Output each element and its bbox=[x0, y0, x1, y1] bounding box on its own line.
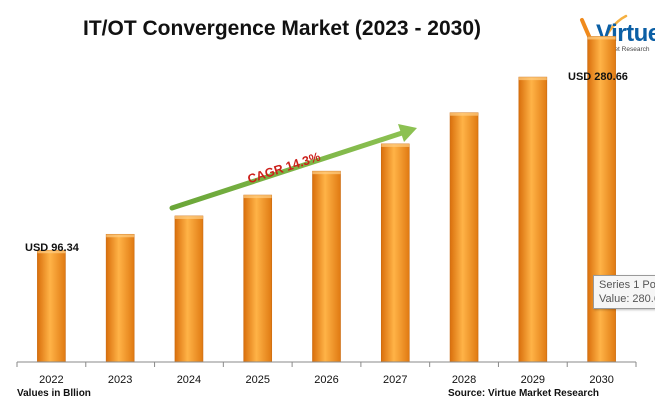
x-tick-label-2027: 2027 bbox=[383, 374, 407, 386]
bar-2029[interactable] bbox=[518, 76, 548, 363]
tooltip-line-series: Series 1 Po bbox=[599, 279, 655, 291]
bar-highlight-2026 bbox=[312, 171, 341, 175]
x-tick-label-2025: 2025 bbox=[245, 374, 269, 386]
bar-highlight-2022 bbox=[37, 250, 66, 254]
bar-highlight-2024 bbox=[174, 215, 203, 219]
hover-tooltip: Series 1 Po Value: 280.6 bbox=[593, 275, 655, 309]
bar-2030[interactable] bbox=[587, 36, 616, 363]
bar-2023[interactable] bbox=[105, 233, 135, 363]
x-tick-label-2026: 2026 bbox=[314, 374, 338, 386]
x-tick-label-2029: 2029 bbox=[521, 374, 545, 386]
data-label-first: USD 96.34 bbox=[25, 242, 80, 254]
x-tick-label-2028: 2028 bbox=[452, 374, 476, 386]
bar-2027[interactable] bbox=[380, 143, 410, 363]
cagr-arrow-head bbox=[398, 124, 417, 142]
cagr-label: CAGR 14.3% bbox=[246, 150, 322, 187]
x-tick-label-2022: 2022 bbox=[39, 374, 63, 386]
source-note: Source: Virtue Market Research bbox=[448, 388, 599, 399]
cagr-arrow-shaft bbox=[169, 130, 405, 211]
bar-highlight-2029 bbox=[518, 77, 547, 81]
bar-highlight-2023 bbox=[106, 234, 135, 238]
logo-subtitle: Market Research bbox=[600, 46, 650, 53]
x-tick-label-2023: 2023 bbox=[108, 374, 132, 386]
x-tick-labels: 2022 2023 2024 2025 2026 2027 2028 2029 2030 bbox=[39, 374, 614, 386]
cagr-arrow bbox=[169, 124, 417, 211]
bar-highlight-2028 bbox=[450, 112, 479, 116]
bar-highlight-2025 bbox=[243, 195, 272, 199]
bar-2026[interactable] bbox=[312, 170, 341, 363]
x-tick-label-2024: 2024 bbox=[177, 374, 201, 386]
bar-2024[interactable] bbox=[174, 215, 204, 363]
units-note: Values in Bllion bbox=[17, 388, 91, 399]
data-label-last: USD 280.66 bbox=[568, 71, 628, 83]
x-tick-marks bbox=[16, 362, 637, 367]
tooltip-line-value: Value: 280.6 bbox=[599, 293, 655, 305]
chart-title: IT/OT Convergence Market (2023 - 2030) bbox=[83, 17, 481, 40]
bars-group bbox=[37, 36, 616, 363]
bar-2028[interactable] bbox=[449, 112, 479, 363]
x-tick-label-2030: 2030 bbox=[589, 374, 613, 386]
bar-2022[interactable] bbox=[37, 249, 66, 363]
bar-2025[interactable] bbox=[243, 194, 273, 363]
bar-highlight-2027 bbox=[381, 143, 410, 147]
bar-highlight-2030 bbox=[587, 36, 616, 40]
